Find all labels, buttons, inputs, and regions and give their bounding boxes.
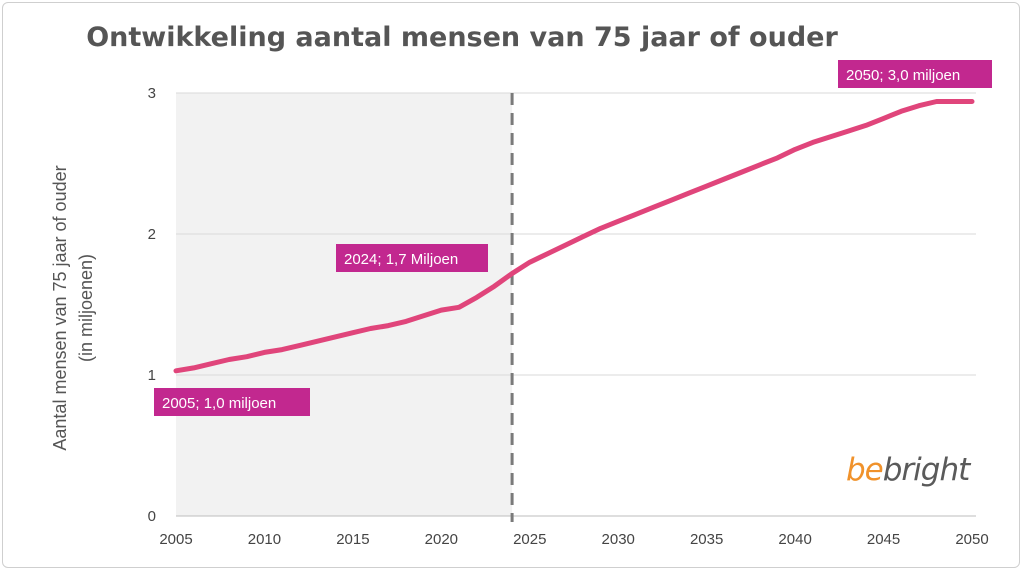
y-tick-label-3: 3	[148, 85, 156, 102]
y-axis-label-line1: Aantal mensen van 75 jaar of ouder	[50, 165, 70, 450]
y-tick-label-1: 1	[148, 367, 156, 384]
y-tick-label-2: 2	[148, 226, 156, 243]
annotation-2050-box	[838, 60, 992, 88]
x-tick-label-2020: 2020	[425, 531, 458, 548]
annotation-2024: 2024; 1,7 Miljoen	[336, 244, 488, 272]
y-tick-label-0: 0	[148, 508, 156, 525]
x-tick-label-2045: 2045	[867, 531, 900, 548]
annotation-2005-box	[154, 388, 310, 416]
x-tick-label-2040: 2040	[778, 531, 811, 548]
annotation-2024-text: 2024; 1,7 Miljoen	[344, 251, 458, 268]
x-tick-label-2025: 2025	[513, 531, 546, 548]
bebright-logo: bebright	[846, 452, 971, 488]
series-line	[173, 99, 975, 374]
annotation-2005: 2005; 1,0 miljoen	[154, 388, 310, 416]
annotation-2005-text: 2005; 1,0 miljoen	[162, 395, 276, 412]
annotation-2050-text: 2050; 3,0 miljoen	[846, 67, 960, 84]
y-axis-label-line2: (in miljoenen)	[76, 254, 96, 362]
logo-bright: bright	[882, 452, 971, 488]
historical-shaded-region	[176, 93, 513, 516]
annotation-2024-box	[336, 244, 488, 272]
x-axis-ticks: 2005 2010 2015 2020 2025 2030 2035 2040 2045 2050	[159, 531, 988, 548]
logo-be: be	[846, 452, 884, 488]
x-tick-label-2005: 2005	[159, 531, 192, 548]
y-axis-ticks: 0 1 2 3	[148, 85, 156, 525]
x-tick-label-2010: 2010	[248, 531, 281, 548]
x-tick-label-2015: 2015	[336, 531, 369, 548]
grid-lines	[176, 92, 976, 517]
chart-title: Ontwikkeling aantal mensen van 75 jaar o…	[86, 22, 838, 53]
x-tick-label-2030: 2030	[602, 531, 635, 548]
x-tick-label-2050: 2050	[955, 531, 988, 548]
x-tick-label-2035: 2035	[690, 531, 723, 548]
annotation-2050: 2050; 3,0 miljoen	[838, 60, 992, 88]
